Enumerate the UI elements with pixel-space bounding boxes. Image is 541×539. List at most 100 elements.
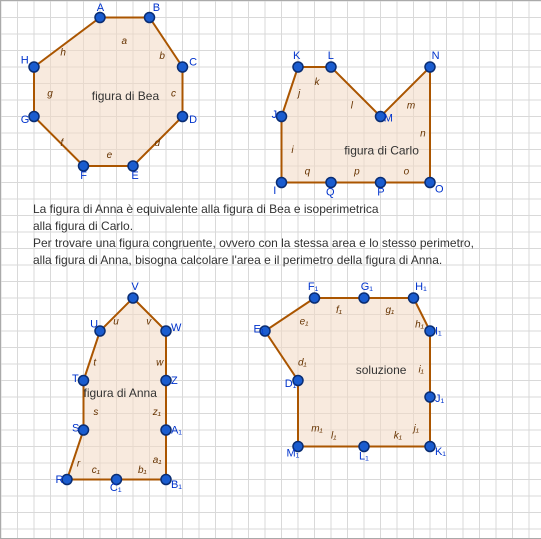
- vertex-point[interactable]: [277, 178, 287, 188]
- vertex-point[interactable]: [425, 62, 435, 72]
- vertex-point[interactable]: [425, 392, 435, 402]
- edge-label: b: [159, 51, 165, 62]
- edge-label: g: [47, 89, 53, 100]
- text-line: Per trovare una figura congruente, ovver…: [33, 235, 474, 252]
- edge-label: p: [353, 166, 360, 177]
- vertex-point[interactable]: [62, 475, 72, 485]
- vertex-label: C₁: [110, 482, 122, 494]
- vertex-point[interactable]: [161, 425, 171, 435]
- vertex-label: M₁: [286, 447, 299, 459]
- vertex-point[interactable]: [293, 62, 303, 72]
- vertex-label: D: [189, 114, 197, 126]
- vertex-point[interactable]: [79, 425, 89, 435]
- vertex-label: Q: [326, 187, 335, 199]
- vertex-point[interactable]: [277, 112, 287, 122]
- edge-label: i₁: [418, 364, 423, 375]
- edge-label: n: [420, 128, 426, 139]
- vertex-label: L: [328, 50, 334, 62]
- edge-label: b₁: [138, 465, 147, 476]
- vertex-point[interactable]: [326, 62, 336, 72]
- text-line: La figura di Anna è equivalente alla fig…: [33, 201, 474, 218]
- vertex-label: H: [21, 55, 29, 67]
- vertex-label: Z: [171, 375, 178, 387]
- edge-label: h: [60, 47, 66, 58]
- edge-label: j₁: [412, 424, 419, 435]
- edge-label: m₁: [311, 424, 322, 435]
- vertex-label: W: [171, 322, 182, 334]
- edge-label: l₁: [331, 430, 336, 441]
- figure-caption-soluzione: soluzione: [356, 363, 407, 377]
- edge-label: z₁: [152, 407, 161, 418]
- edge-label: c: [171, 89, 176, 100]
- edge-label: e: [107, 150, 113, 161]
- geometry-canvas: abcdefghfigura di BeaABCDEFGHklmnopqijfi…: [0, 0, 541, 539]
- vertex-label: M: [384, 112, 393, 124]
- diagram-svg: abcdefghfigura di BeaABCDEFGHklmnopqijfi…: [1, 1, 541, 538]
- vertex-label: F₁: [308, 281, 319, 293]
- vertex-point[interactable]: [161, 376, 171, 386]
- vertex-label: L₁: [359, 451, 369, 463]
- vertex-label: E: [131, 170, 138, 182]
- vertex-point[interactable]: [425, 442, 435, 452]
- vertex-point[interactable]: [145, 13, 155, 23]
- vertex-label: J: [272, 109, 278, 121]
- edge-label: u: [113, 316, 119, 327]
- vertex-label: C: [189, 56, 197, 68]
- vertex-label: A₁: [171, 424, 182, 436]
- vertex-label: U: [90, 319, 98, 331]
- edge-label: a₁: [153, 455, 162, 466]
- edge-label: g₁: [385, 305, 394, 316]
- vertex-label: V: [131, 281, 139, 293]
- vertex-point[interactable]: [161, 326, 171, 336]
- figure-caption-anna: figura di Anna: [84, 386, 158, 400]
- edge-label: d: [154, 138, 160, 149]
- vertex-point[interactable]: [178, 62, 188, 72]
- vertex-point[interactable]: [29, 62, 39, 72]
- text-line: alla figura di Anna, bisogna calcolare l…: [33, 252, 474, 269]
- vertex-point[interactable]: [310, 293, 320, 303]
- vertex-point[interactable]: [425, 178, 435, 188]
- vertex-point[interactable]: [95, 13, 105, 23]
- edge-label: o: [404, 166, 410, 177]
- edge-label: m: [407, 100, 415, 111]
- edge-label: s: [93, 407, 98, 418]
- vertex-label: A: [97, 2, 105, 14]
- edge-label: a: [121, 36, 127, 47]
- edge-label: d₁: [298, 358, 307, 369]
- vertex-label: I₁: [435, 325, 442, 337]
- vertex-label: G: [21, 114, 30, 126]
- vertex-point[interactable]: [178, 112, 188, 122]
- edge-label: k₁: [394, 430, 402, 441]
- vertex-label: F: [80, 170, 87, 182]
- vertex-label: G₁: [361, 281, 374, 293]
- vertex-label: R: [55, 474, 63, 486]
- vertex-point[interactable]: [161, 475, 171, 485]
- vertex-label: K₁: [435, 446, 446, 458]
- vertex-label: S: [72, 423, 79, 435]
- edge-label: c₁: [92, 465, 100, 476]
- vertex-label: O: [435, 183, 444, 195]
- vertex-label: K: [293, 50, 301, 62]
- vertex-label: H₁: [415, 281, 427, 293]
- edge-label: h₁: [415, 320, 424, 331]
- edge-label: e₁: [300, 316, 309, 327]
- text-line: alla figura di Carlo.: [33, 218, 474, 235]
- vertex-label: T: [72, 373, 79, 385]
- vertex-label: B: [153, 2, 160, 14]
- vertex-label: B₁: [171, 479, 182, 491]
- vertex-label: P: [377, 187, 384, 199]
- figure-caption-bea: figura di Bea: [92, 89, 160, 103]
- vertex-label: J₁: [435, 393, 445, 405]
- vertex-point[interactable]: [79, 376, 89, 386]
- vertex-point[interactable]: [359, 293, 369, 303]
- figure-caption-carlo: figura di Carlo: [344, 143, 419, 157]
- edge-label: f₁: [336, 305, 342, 316]
- vertex-point[interactable]: [425, 326, 435, 336]
- vertex-label: D₁: [285, 378, 297, 390]
- vertex-point[interactable]: [128, 293, 138, 303]
- vertex-point[interactable]: [409, 293, 419, 303]
- vertex-point[interactable]: [29, 112, 39, 122]
- vertex-label: I: [273, 185, 276, 197]
- edge-label: w: [156, 358, 164, 369]
- edge-label: q: [305, 166, 311, 177]
